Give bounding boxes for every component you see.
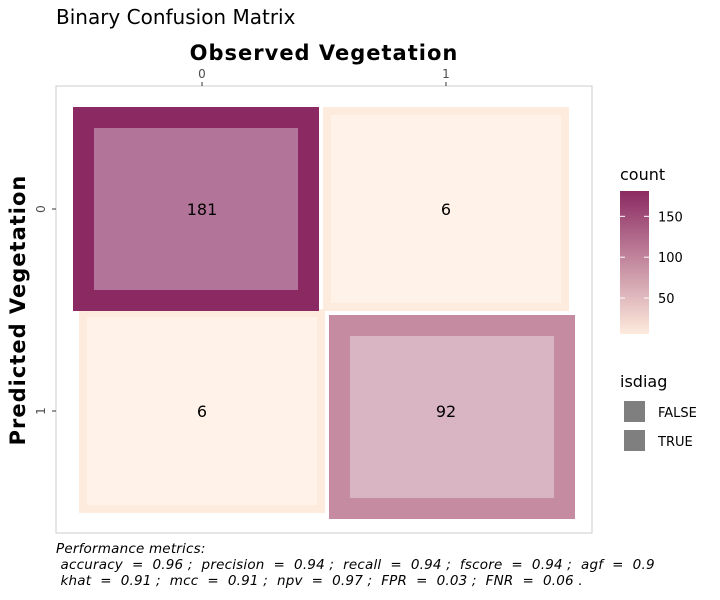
cell-labels-layer: 6 6 181 92 — [187, 200, 456, 421]
tile-obs0-pred0 — [73, 107, 319, 311]
caption-heading: Performance metrics: — [56, 541, 206, 557]
legend-isdiag-label-false: FALSE — [658, 406, 697, 421]
chart-title: Binary Confusion Matrix — [56, 5, 296, 29]
legend-count-label-150: 150 — [658, 210, 683, 225]
y-tick-label-0: 0 — [34, 205, 48, 213]
legend-count-colorbar — [620, 191, 649, 334]
axes-layer: Observed Vegetation Predicted Vegetation 0… — [6, 41, 459, 446]
caption-metrics-line-2: khat = 0.91 ; mcc = 0.91 ; npv = 0.97 ; … — [56, 573, 583, 589]
legend-isdiag-swatch-true — [624, 430, 645, 451]
legend-count-title: count — [620, 165, 665, 184]
cell-label-obs0-pred0: 181 — [187, 200, 218, 219]
x-axis-title: Observed Vegetation — [190, 41, 459, 65]
cell-label-obs1-pred0: 6 — [441, 200, 451, 219]
x-tick-label-1: 1 — [442, 67, 450, 81]
legend-isdiag-label-true: TRUE — [657, 435, 693, 450]
legend-count-label-50: 50 — [658, 292, 675, 307]
tile-obs1-pred1 — [329, 315, 575, 519]
legend: count 50 100 150 isdiag FALSE TRUE — [620, 165, 697, 451]
legend-isdiag-title: isdiag — [620, 372, 667, 391]
y-axis-title: Predicted Vegetation — [6, 175, 30, 446]
caption-metrics-line-1: accuracy = 0.96 ; precision = 0.94 ; rec… — [56, 557, 655, 573]
tile-obs1-pred0 — [323, 107, 569, 311]
tiles-layer — [73, 107, 575, 519]
cell-label-obs0-pred1: 6 — [197, 402, 207, 421]
legend-isdiag-swatch-false — [624, 401, 645, 422]
legend-count-label-100: 100 — [658, 251, 683, 266]
x-tick-label-0: 0 — [198, 67, 206, 81]
y-tick-label-1: 1 — [34, 407, 48, 415]
cell-label-obs1-pred1: 92 — [436, 402, 456, 421]
tile-obs0-pred1 — [79, 309, 325, 513]
